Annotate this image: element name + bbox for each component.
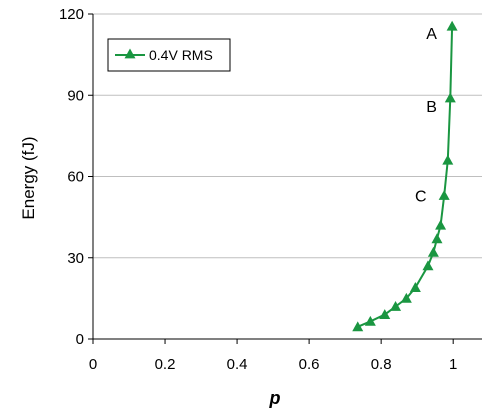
data-point-marker <box>438 189 450 200</box>
legend-label: 0.4V RMS <box>149 47 213 63</box>
annotation-label: A <box>426 26 437 43</box>
legend-marker-icon <box>124 48 136 59</box>
annotation-label: C <box>415 188 427 205</box>
axes <box>88 13 482 344</box>
data-point-marker <box>422 260 434 271</box>
y-tick-label: 90 <box>67 87 84 104</box>
data-point-marker <box>379 309 391 320</box>
annotations: A B C <box>415 26 437 205</box>
tick-labels: 0 30 60 90 120 0 0.2 0.4 0.6 0.8 1 <box>59 6 457 373</box>
data-point-marker <box>446 20 458 31</box>
y-tick-label: 30 <box>67 250 84 267</box>
data-point-marker <box>427 246 439 257</box>
data-point-marker <box>390 301 402 311</box>
data-point-marker <box>444 92 456 103</box>
annotation-label: B <box>426 99 437 116</box>
x-axis-label: p <box>269 388 281 408</box>
data-point-marker <box>364 315 376 326</box>
legend-box <box>107 38 231 72</box>
y-tick-label: 60 <box>67 169 84 186</box>
y-axis-label: Energy (fJ) <box>19 136 38 219</box>
x-tick-label: 0.4 <box>227 356 248 373</box>
y-tick-label: 120 <box>59 6 84 23</box>
x-tick-label: 0.6 <box>299 356 320 373</box>
x-tick-label: 1 <box>449 356 457 373</box>
data-point-marker <box>409 282 421 292</box>
data-point-marker <box>431 233 443 244</box>
x-tick-label: 0.2 <box>155 356 176 373</box>
data-point-marker <box>352 321 364 332</box>
x-tick-label: 0.8 <box>371 356 392 373</box>
data-point-marker <box>400 292 412 303</box>
data-point-marker <box>442 154 454 165</box>
grid-lines <box>93 13 482 259</box>
y-tick-label: 0 <box>76 331 84 348</box>
legend: 0.4V RMS <box>107 38 231 72</box>
data-point-marker <box>435 219 447 230</box>
series-group <box>352 20 458 332</box>
x-tick-label: 0 <box>89 356 97 373</box>
